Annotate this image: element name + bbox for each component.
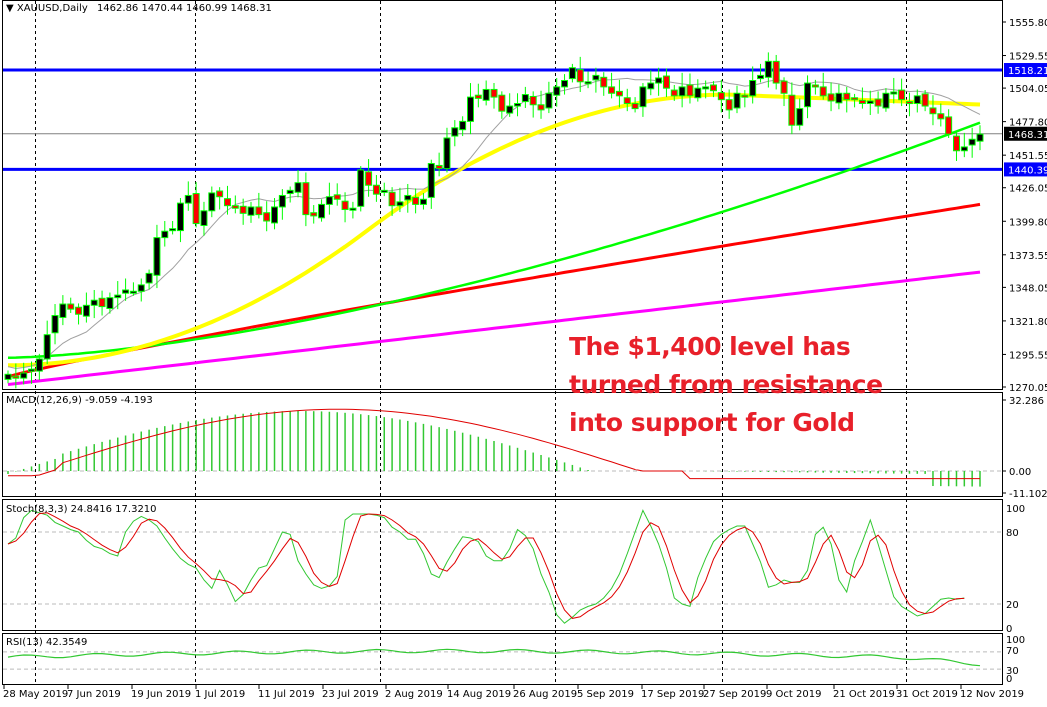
- date-label: 9 Oct 2019: [766, 689, 822, 700]
- svg-text:1468.31: 1468.31: [1008, 130, 1047, 141]
- svg-text:1518.21: 1518.21: [1008, 66, 1047, 77]
- rsi-indicator: [3, 648, 1002, 670]
- svg-text:70: 70: [1006, 646, 1019, 657]
- stochastic-indicator: [3, 509, 1002, 624]
- svg-text:1504.05: 1504.05: [1009, 84, 1047, 95]
- svg-text:80: 80: [1006, 528, 1019, 539]
- stoch-pane-frame: [2, 499, 1003, 631]
- svg-text:20: 20: [1006, 600, 1019, 611]
- date-label: 2 Aug 2019: [385, 689, 443, 700]
- annotation-line-3: into support for Gold: [569, 408, 855, 437]
- svg-text:1440.39: 1440.39: [1008, 165, 1047, 176]
- svg-text:1373.55: 1373.55: [1009, 251, 1047, 262]
- date-label: 17 Sep 2019: [641, 689, 705, 700]
- date-label: 1 Jul 2019: [195, 689, 246, 700]
- date-label: 26 Aug 2019: [513, 689, 578, 700]
- svg-text:30: 30: [1006, 666, 1019, 677]
- svg-text:100: 100: [1006, 504, 1025, 515]
- svg-text:0: 0: [1006, 624, 1012, 635]
- ohlc-values: 1462.86 1470.44 1460.99 1468.31: [96, 3, 272, 14]
- svg-text:1426.05: 1426.05: [1009, 184, 1047, 195]
- chart-title: ▼ XAUUSD,Daily 1462.86 1470.44 1460.99 1…: [6, 3, 272, 14]
- svg-text:1477.80: 1477.80: [1009, 118, 1047, 129]
- date-label: 12 Nov 2019: [960, 689, 1025, 700]
- date-label: 21 Oct 2019: [833, 689, 895, 700]
- date-label: 27 Sep 2019: [703, 689, 767, 700]
- date-label: 23 Jul 2019: [322, 689, 379, 700]
- moving-averages: [7, 77, 981, 386]
- date-label: 7 Jun 2019: [67, 689, 121, 700]
- annotation-text: The $1,400 level has turned from resista…: [569, 328, 883, 442]
- date-label: 14 Aug 2019: [447, 689, 512, 700]
- svg-text:1348.05: 1348.05: [1009, 283, 1047, 294]
- rsi-label: RSI(13) 42.3549: [6, 637, 88, 648]
- svg-text:1555.80: 1555.80: [1009, 18, 1047, 29]
- macd-label: MACD(12,26,9) -9.059 -4.193: [6, 395, 153, 406]
- svg-text:0.00: 0.00: [1009, 467, 1031, 478]
- svg-text:100: 100: [1006, 635, 1025, 646]
- svg-text:32.286: 32.286: [1009, 396, 1044, 407]
- rsi-pane-frame: [2, 633, 1003, 685]
- svg-text:1451.55: 1451.55: [1009, 151, 1047, 162]
- svg-text:-11.102: -11.102: [1009, 489, 1047, 500]
- candlesticks: [4, 52, 984, 389]
- macd-pane-frame: [2, 392, 1003, 497]
- svg-text:0: 0: [1006, 674, 1012, 685]
- svg-text:1529.55: 1529.55: [1009, 52, 1047, 63]
- date-label: 5 Sep 2019: [577, 689, 635, 700]
- date-label: 31 Oct 2019: [896, 689, 958, 700]
- macd-indicator: [3, 408, 1002, 487]
- date-label: 28 May 2019: [3, 689, 69, 700]
- annotation-line-1: The $1,400 level has: [569, 332, 851, 361]
- collapse-triangle-icon[interactable]: ▼: [6, 3, 14, 14]
- date-label: 11 Jul 2019: [258, 689, 315, 700]
- svg-text:1321.80: 1321.80: [1009, 317, 1047, 328]
- svg-text:1295.55: 1295.55: [1009, 350, 1047, 361]
- price-pane-frame: [2, 0, 1003, 390]
- svg-text:1270.05: 1270.05: [1009, 383, 1047, 394]
- price-axis[interactable]: 1555.80 1529.55 1504.05 1477.80 1451.55 1426.…: [3, 18, 1047, 689]
- horizontal-levels: [3, 68, 1002, 171]
- svg-text:1399.80: 1399.80: [1009, 217, 1047, 228]
- date-label: 19 Jun 2019: [131, 689, 192, 700]
- annotation-line-2: turned from resistance: [569, 370, 883, 399]
- symbol-label: XAUUSD,Daily: [16, 3, 88, 14]
- stoch-label: Stoch(8,3,3) 24.8416 17.3210: [6, 504, 157, 515]
